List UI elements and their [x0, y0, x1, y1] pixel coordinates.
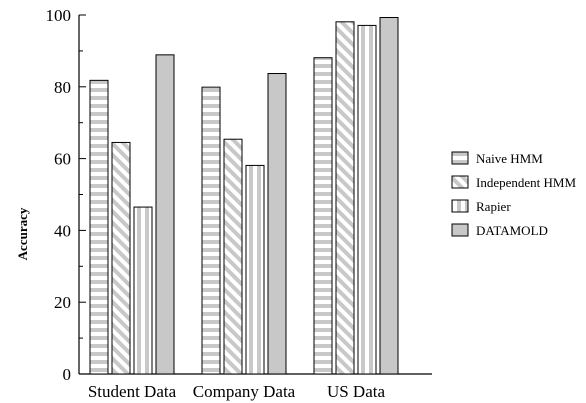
bar-2-3: [379, 17, 399, 375]
bar-2-2: [357, 24, 377, 375]
bar-0-0: [89, 79, 109, 375]
legend-swatch: [451, 223, 469, 237]
bar-1-1: [223, 138, 243, 375]
y-tick-label: 0: [63, 365, 72, 384]
bar-1-0: [201, 86, 221, 375]
bar-0-1: [111, 141, 131, 375]
legend-swatch: [451, 175, 469, 189]
legend-swatch: [451, 199, 469, 213]
y-tick-label: 20: [54, 293, 71, 312]
x-category-label: Company Data: [193, 382, 296, 401]
legend-swatch: [451, 151, 469, 165]
x-category-label: Student Data: [88, 382, 177, 401]
legend-label: DATAMOLD: [476, 223, 548, 238]
y-tick-label: 60: [54, 150, 71, 169]
y-tick-label: 100: [46, 6, 72, 25]
y-tick-label: 80: [54, 78, 71, 97]
legend-label: Rapier: [476, 199, 511, 214]
bar-1-2: [245, 164, 265, 375]
bar-0-3: [155, 54, 175, 375]
legend-label: Naive HMM: [476, 151, 543, 166]
legend-label: Independent HMM: [476, 175, 576, 190]
y-axis-title: Accuracy: [15, 207, 30, 260]
plot-axes: 0 20 40 60 80 100 Student Data Company Data US D…: [46, 6, 432, 401]
bar-1-3: [267, 73, 287, 375]
bar-0-2: [133, 206, 153, 375]
bar-2-1: [335, 21, 355, 375]
bar-group: [89, 17, 399, 375]
legend: Naive HMM Independent HMM Rapier DATAMOLD: [451, 151, 576, 238]
x-category-label: US Data: [327, 382, 386, 401]
y-tick-label: 40: [54, 221, 71, 240]
bar-2-0: [313, 57, 333, 375]
